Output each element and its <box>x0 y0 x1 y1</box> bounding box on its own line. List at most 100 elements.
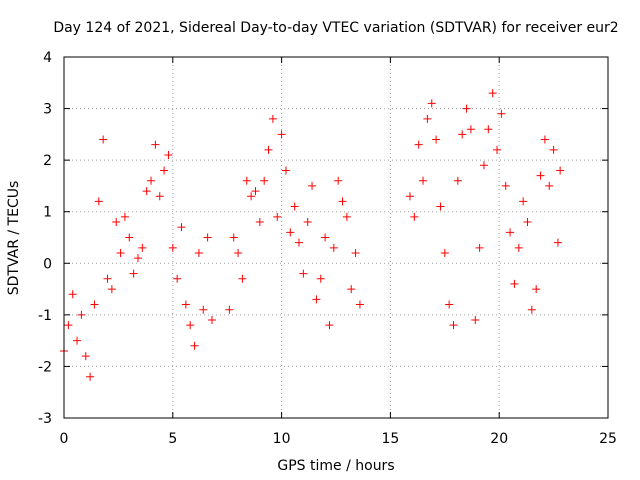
data-point <box>342 212 351 221</box>
data-point <box>445 300 454 309</box>
data-point <box>138 243 147 252</box>
x-tick-label: 5 <box>168 431 177 447</box>
y-axis-label: SDTVAR / TECUs <box>6 181 22 296</box>
data-point <box>160 166 169 175</box>
plot-frame <box>63 56 609 419</box>
x-axis-label: GPS time / hours <box>277 458 394 474</box>
chart-title: Day 124 of 2021, Sidereal Day-to-day VTE… <box>53 20 618 36</box>
data-point <box>264 145 273 154</box>
data-point <box>190 341 199 350</box>
data-point <box>77 310 86 319</box>
data-point <box>129 269 138 278</box>
data-point <box>501 181 510 190</box>
data-point <box>234 248 243 257</box>
data-point <box>247 192 256 201</box>
data-point <box>242 176 251 185</box>
data-point <box>475 243 484 252</box>
y-tick-label: 1 <box>43 205 52 221</box>
data-point <box>99 135 108 144</box>
data-point <box>107 285 116 294</box>
x-tick-label: 10 <box>273 431 291 447</box>
data-point <box>268 114 277 123</box>
data-point <box>181 300 190 309</box>
data-point <box>116 248 125 257</box>
data-point <box>440 248 449 257</box>
data-point <box>229 233 238 242</box>
data-point <box>255 218 264 227</box>
data-point <box>497 109 506 118</box>
data-point <box>312 295 321 304</box>
data-point <box>173 274 182 283</box>
data-point <box>81 352 90 361</box>
data-point <box>527 305 536 314</box>
data-point <box>488 89 497 98</box>
data-point <box>545 181 554 190</box>
data-point <box>427 99 436 108</box>
data-point <box>64 321 73 330</box>
data-marks <box>60 89 565 381</box>
data-point <box>347 285 356 294</box>
data-point <box>510 279 519 288</box>
y-tick-label: -3 <box>38 411 52 427</box>
data-point <box>199 305 208 314</box>
data-point <box>329 243 338 252</box>
data-point <box>194 248 203 257</box>
data-point <box>207 316 216 325</box>
data-point <box>462 104 471 113</box>
data-point <box>410 212 419 221</box>
data-point <box>506 228 515 237</box>
data-point <box>523 218 532 227</box>
data-point <box>155 192 164 201</box>
data-point <box>466 125 475 134</box>
data-point <box>90 300 99 309</box>
data-point <box>519 197 528 206</box>
data-point <box>338 197 347 206</box>
data-point <box>536 171 545 180</box>
data-point <box>295 238 304 247</box>
data-point <box>103 274 112 283</box>
data-point <box>303 218 312 227</box>
y-tick-label: 3 <box>43 102 52 118</box>
data-point <box>553 238 562 247</box>
data-point <box>556 166 565 175</box>
data-point <box>290 202 299 211</box>
x-tick-label: 0 <box>60 431 69 447</box>
data-point <box>177 223 186 232</box>
x-tick-label: 20 <box>490 431 508 447</box>
data-point <box>251 187 260 196</box>
data-point <box>286 228 295 237</box>
data-point <box>321 233 330 242</box>
data-point <box>325 321 334 330</box>
data-point <box>164 150 173 159</box>
data-point <box>423 114 432 123</box>
axis-ticks: 0 5 10 15 20 25 -3 -2 -1 0 1 2 3 4 <box>38 50 617 447</box>
data-point <box>532 285 541 294</box>
data-point <box>120 212 129 221</box>
data-point <box>351 248 360 257</box>
data-point <box>68 290 77 299</box>
y-tick-label: -1 <box>38 308 52 324</box>
data-point <box>514 243 523 252</box>
data-point <box>484 125 493 134</box>
data-point <box>453 176 462 185</box>
data-point <box>133 254 142 263</box>
data-point <box>225 305 234 314</box>
data-point <box>73 336 82 345</box>
data-point <box>299 269 308 278</box>
x-tick-label: 15 <box>381 431 399 447</box>
data-point <box>549 145 558 154</box>
data-point <box>260 176 269 185</box>
data-point <box>125 233 134 242</box>
data-point <box>540 135 549 144</box>
data-point <box>405 192 414 201</box>
y-tick-label: -2 <box>38 359 52 375</box>
data-point <box>471 316 480 325</box>
data-point <box>203 233 212 242</box>
data-point <box>414 140 423 149</box>
x-tick-label: 25 <box>599 431 617 447</box>
y-tick-label: 2 <box>43 153 52 169</box>
data-point <box>281 166 290 175</box>
data-point <box>277 130 286 139</box>
grid-lines <box>64 57 608 418</box>
